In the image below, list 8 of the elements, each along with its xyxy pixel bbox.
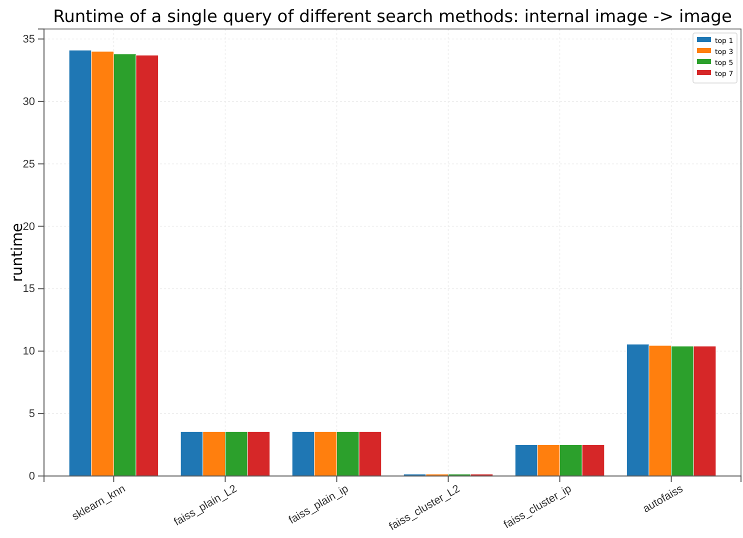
y-tick-label: 35 bbox=[22, 34, 35, 46]
y-tick-label: 30 bbox=[22, 96, 35, 108]
y-tick-label: 5 bbox=[28, 408, 35, 420]
chart-title: Runtime of a single query of different search methods: internal image -> image bbox=[53, 7, 732, 27]
y-tick-label: 25 bbox=[22, 158, 35, 170]
y-tick-label: 15 bbox=[22, 283, 35, 296]
y-tick-label: 0 bbox=[28, 470, 35, 483]
y-tick-label: 10 bbox=[22, 346, 35, 358]
